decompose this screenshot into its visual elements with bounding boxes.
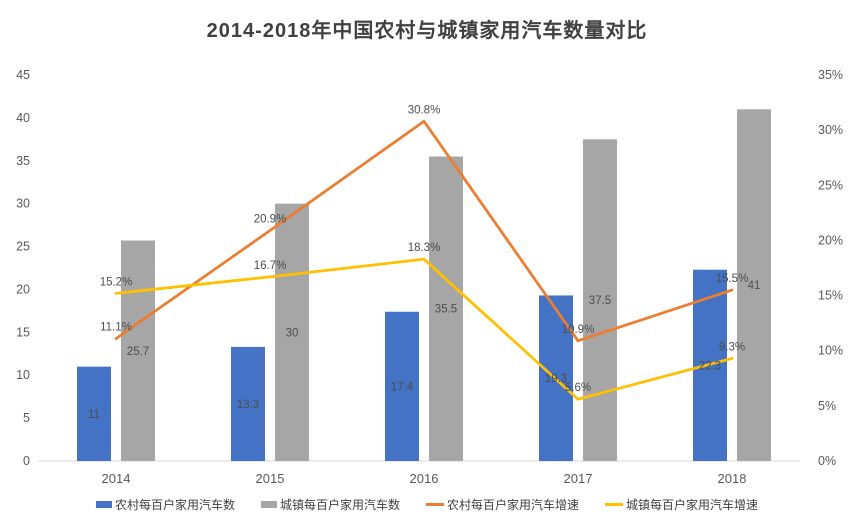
bar bbox=[77, 366, 111, 461]
legend-swatch-icon bbox=[95, 500, 112, 508]
line-label: 10.9% bbox=[562, 324, 595, 336]
left-axis-tick: 15 bbox=[16, 325, 30, 339]
line-label: 15.2% bbox=[100, 276, 133, 288]
line-label: 5.6% bbox=[565, 382, 591, 394]
bar-label: 17.4 bbox=[391, 381, 414, 393]
legend-item-1: 城镇每百户家用汽车数 bbox=[260, 496, 400, 513]
legend-item-2: 农村每百户家用汽车增速 bbox=[426, 496, 579, 513]
right-axis-tick: 0% bbox=[818, 454, 836, 468]
line-label: 16.7% bbox=[254, 260, 287, 272]
line-label: 9.3% bbox=[719, 341, 745, 353]
bar-label: 13.3 bbox=[237, 399, 259, 411]
right-axis-tick: 25% bbox=[818, 178, 843, 192]
right-axis-tick: 15% bbox=[818, 289, 843, 303]
x-axis-label: 2018 bbox=[718, 471, 747, 486]
bar-label: 35.5 bbox=[435, 304, 457, 316]
chart-title: 2014-2018年中国农村与城镇家用汽车数量对比 bbox=[206, 20, 648, 42]
bar-label: 25.7 bbox=[127, 346, 149, 358]
right-axis-tick: 20% bbox=[818, 233, 843, 247]
bar bbox=[275, 203, 309, 461]
bar bbox=[737, 109, 771, 462]
legend-line-icon bbox=[426, 502, 444, 506]
bar bbox=[583, 139, 617, 462]
left-axis-tick: 30 bbox=[16, 197, 30, 211]
legend-label: 农村每百户家用汽车数 bbox=[114, 497, 235, 512]
legend-label: 城镇每百户家用汽车增速 bbox=[626, 497, 759, 512]
bar bbox=[231, 346, 265, 461]
chart-legend: 农村每百户家用汽车数 城镇每百户家用汽车数 农村每百户家用汽车增速 城镇每百户家用汽车… bbox=[0, 494, 854, 514]
bar-label: 37.5 bbox=[589, 295, 611, 307]
bar-series-1 bbox=[121, 109, 771, 462]
line-label: 15.5% bbox=[716, 273, 749, 285]
left-axis-tick: 5 bbox=[23, 411, 30, 425]
left-axis-tick: 45 bbox=[16, 68, 30, 82]
data-labels: 11 13.3 17.4 19.3 22.3 25.7 30 35.5 37.5 41 11.1% 2… bbox=[88, 104, 760, 421]
x-axis-label: 2015 bbox=[256, 471, 285, 486]
right-axis-tick: 35% bbox=[818, 68, 843, 82]
line-series-0 bbox=[114, 119, 734, 343]
left-axis-tick: 20 bbox=[16, 282, 30, 296]
bar-label: 22.3 bbox=[699, 360, 721, 372]
axes: 0 5 10 15 20 25 30 35 40 45 0% 5% 10% 15% 20% 25% 30% 35%… bbox=[16, 68, 843, 486]
bar-label: 30 bbox=[286, 327, 299, 339]
bar-label: 11 bbox=[88, 409, 100, 421]
bar bbox=[429, 156, 463, 461]
left-axis-tick: 10 bbox=[16, 368, 30, 382]
line-label: 11.1% bbox=[100, 322, 132, 334]
legend-item-3: 城镇每百户家用汽车增速 bbox=[605, 496, 758, 513]
line-label: 30.8% bbox=[408, 104, 441, 116]
line-label: 18.3% bbox=[408, 242, 441, 254]
legend-label: 农村每百户家用汽车增速 bbox=[447, 497, 580, 512]
right-axis-tick: 30% bbox=[818, 123, 843, 137]
bar-label: 19.3 bbox=[545, 373, 567, 385]
left-axis-tick: 25 bbox=[16, 240, 30, 254]
right-axis-tick: 5% bbox=[818, 399, 836, 413]
bar bbox=[385, 311, 419, 461]
right-axis-tick: 10% bbox=[818, 344, 843, 358]
x-axis-label: 2017 bbox=[564, 471, 593, 486]
legend-label: 城镇每百户家用汽车数 bbox=[279, 497, 400, 512]
legend-line-icon bbox=[605, 502, 624, 506]
line-label: 20.9% bbox=[254, 214, 287, 226]
line-series-1 bbox=[114, 257, 734, 401]
x-axis-label: 2016 bbox=[410, 471, 439, 486]
left-axis-tick: 40 bbox=[16, 111, 30, 125]
combo-chart-canvas: 0 5 10 15 20 25 30 35 40 45 0% 5% 10% 15% 20% 25% 30% 35%… bbox=[16, 68, 843, 486]
left-axis-tick: 35 bbox=[16, 154, 30, 168]
legend-swatch-icon bbox=[260, 500, 277, 508]
bar bbox=[121, 240, 155, 461]
x-axis-label: 2014 bbox=[102, 471, 131, 486]
legend-item-0: 农村每百户家用汽车数 bbox=[95, 496, 235, 513]
bar-label: 41 bbox=[748, 280, 761, 292]
left-axis-tick: 0 bbox=[23, 454, 30, 468]
